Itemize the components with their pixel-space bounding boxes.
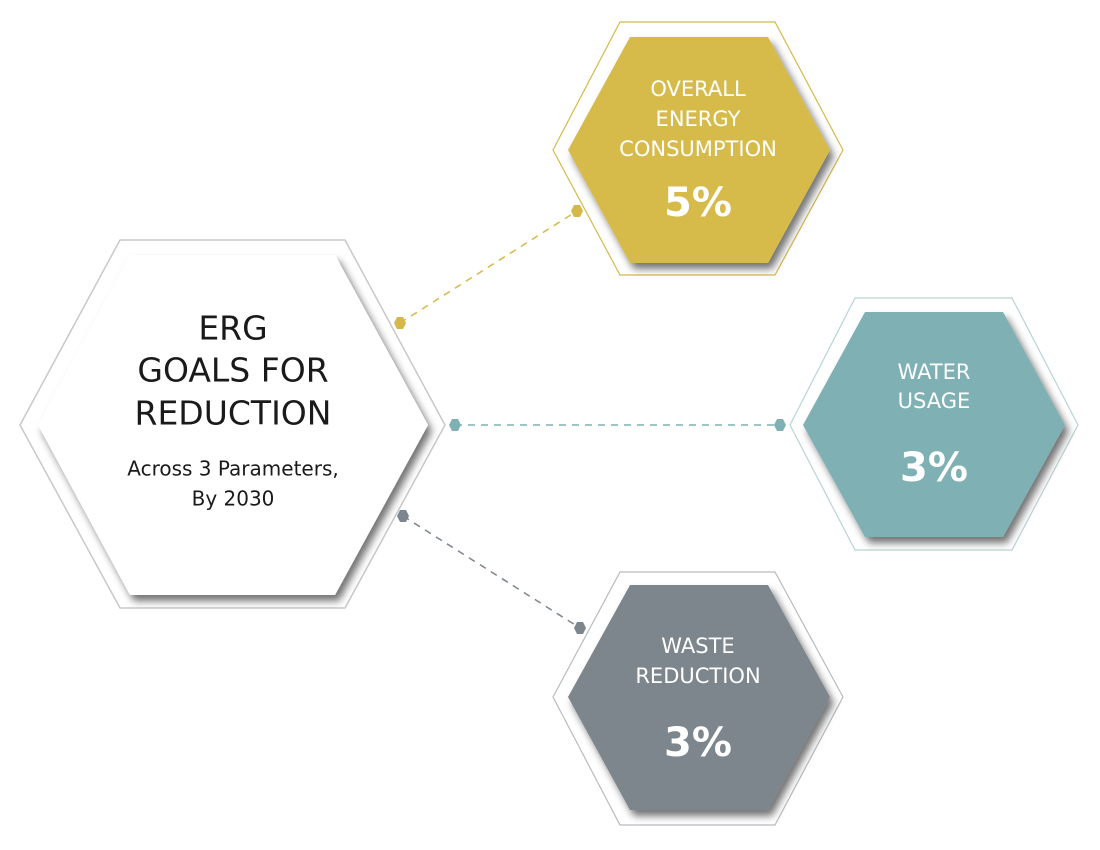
- center-title: ERG: [198, 309, 267, 348]
- node-value: 5%: [664, 180, 732, 226]
- hex-outline: [789, 297, 1079, 551]
- hex-waste: [568, 585, 830, 810]
- center-subtitle: Across 3 Parameters,: [127, 457, 338, 481]
- hex-outline: [552, 571, 844, 826]
- node-label: ENERGY: [656, 107, 741, 131]
- center-title: GOALS FOR: [137, 351, 328, 390]
- node-label: WASTE: [661, 634, 734, 658]
- hex-outline: [19, 239, 446, 609]
- connector-dots: [394, 205, 786, 634]
- connector: [399, 210, 578, 324]
- hex-outline: [552, 21, 844, 276]
- connector: [402, 515, 581, 629]
- node-label: CONSUMPTION: [619, 137, 777, 161]
- node-label: USAGE: [898, 389, 971, 413]
- hex-water: [803, 312, 1065, 537]
- node-label: REDUCTION: [635, 664, 760, 688]
- center-subtitle: By 2030: [192, 487, 275, 511]
- node-value: 3%: [664, 720, 732, 766]
- node-label: OVERALL: [650, 77, 746, 101]
- center-title: REDUCTION: [135, 394, 332, 433]
- hex-center: [38, 255, 428, 595]
- node-value: 3%: [900, 445, 968, 491]
- node-label: WATER: [897, 360, 970, 384]
- hex-energy: [568, 37, 830, 263]
